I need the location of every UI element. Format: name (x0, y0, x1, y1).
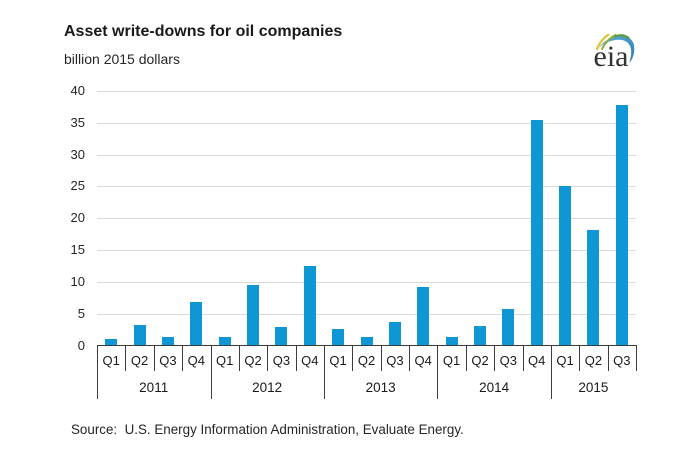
svg-text:eia: eia (594, 40, 629, 73)
